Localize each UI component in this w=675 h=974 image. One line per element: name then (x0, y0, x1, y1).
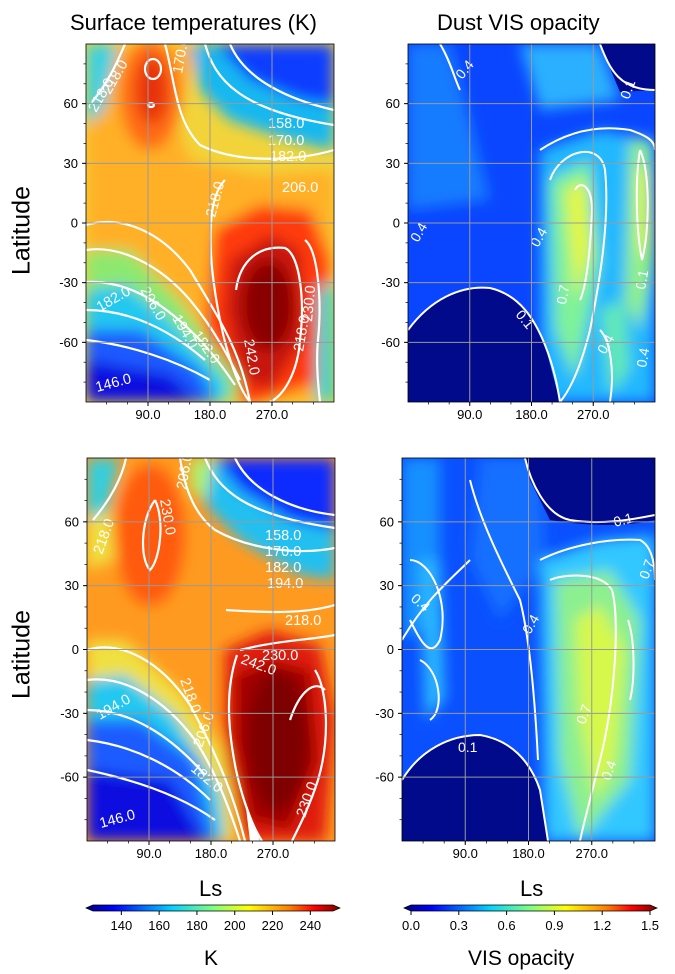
y-tick-label: 30 (64, 156, 78, 171)
surface-temperature-title: Surface temperatures (K) (70, 10, 317, 35)
colorbar-tick-label: 0.6 (498, 918, 516, 933)
y-tick-label: -30 (375, 706, 394, 721)
contour-label: 0.4 (598, 758, 620, 782)
y-tick-label: 60 (386, 96, 400, 111)
colorbar-tick-label: 160 (148, 918, 170, 933)
opacity-colorbar-ticks: 0.0 0.3 0.6 0.9 1.2 1.5 (402, 911, 659, 933)
y-tick-label: 0 (393, 216, 400, 231)
contour-label: 170.0 (265, 544, 301, 560)
temperature-colorbar: 140 160 180 200 220 240 (85, 904, 341, 933)
colorbar-tick-label: 240 (299, 918, 321, 933)
surface-temp-panel-top: 218.0 218.0 170.0 158.0 170.0 182.0 206.… (85, 36, 335, 403)
colorbar-tick-label: 140 (110, 918, 132, 933)
x-tick-label: 270.0 (257, 846, 290, 861)
contour-label: 230.0 (156, 498, 178, 537)
grid (87, 458, 335, 841)
x-tick-label: 270.0 (256, 407, 289, 422)
grid (402, 458, 655, 841)
y-tick-label: -60 (381, 335, 400, 350)
contour-label: 206.0 (282, 180, 318, 196)
surface-temp-panel-bottom: 218.0 230.0 206.0 158.0 170.0 182.0 194.… (86, 452, 336, 842)
x-tick-label: 270.0 (575, 846, 608, 861)
y-tick-label: 60 (380, 514, 394, 529)
y-tick-label: 0 (72, 642, 79, 657)
x-tick-label: 180.0 (194, 407, 227, 422)
contour-label: 158.0 (265, 528, 301, 544)
contour-label: 0.1 (617, 77, 639, 101)
contour-label: 230.0 (262, 648, 298, 664)
grid (408, 44, 655, 402)
colorbar-tick-label: 220 (262, 918, 284, 933)
x-tick-label: 90.0 (453, 846, 478, 861)
colorbar-tick-label: 180 (186, 918, 208, 933)
contour-label: 206.0 (174, 452, 196, 491)
colorbar-tick-label: 1.5 (641, 918, 659, 933)
dust-opacity-title: Dust VIS opacity (437, 10, 600, 35)
contour-label: 170.0 (170, 36, 192, 75)
axis-ticks: 90.0 180.0 270.0 60 30 0 -30 -60 90.0 180.0 270.0 6… (59, 63, 635, 861)
opacity-colorbar-bar (403, 904, 658, 912)
colorbar-tick-label: 1.2 (593, 918, 611, 933)
contour-label: 218.0 (285, 613, 321, 629)
x-tick-label: 90.0 (136, 846, 161, 861)
contour-label: 230.0 (300, 285, 319, 323)
contour-label: 218.0 (291, 314, 313, 353)
contour-label: 182.0 (265, 560, 301, 576)
x-tick-label: 180.0 (512, 846, 545, 861)
contour-label: 170.0 (268, 133, 304, 149)
x-tick-label: 90.0 (135, 407, 160, 422)
y-tick-label: -60 (59, 335, 78, 350)
opacity-colorbar-label: VIS opacity (468, 947, 575, 970)
dust-opacity-panel-bottom: 0.1 0.4 0.4 0.7 0.1 0.4 0.7 (401, 457, 658, 842)
contour-label: 0.1 (632, 268, 651, 290)
y-tick-label: 30 (65, 578, 79, 593)
x-axis-title-left: Ls (199, 876, 223, 901)
y-tick-label: 30 (380, 578, 394, 593)
x-tick-label: 90.0 (457, 407, 482, 422)
contour-label: 0.7 (573, 702, 595, 726)
temperature-colorbar-ticks: 140 160 180 200 220 240 (110, 911, 321, 933)
grid (86, 44, 334, 402)
y-tick-label: -60 (60, 770, 79, 785)
x-tick-label: 180.0 (515, 407, 548, 422)
y-tick-label: 60 (65, 514, 79, 529)
contour-label: 0.7 (553, 283, 572, 305)
y-tick-label: -30 (381, 275, 400, 290)
y-tick-label: -30 (60, 706, 79, 721)
y-tick-label: 60 (64, 96, 78, 111)
opacity-colorbar: 0.0 0.3 0.6 0.9 1.2 1.5 (402, 904, 659, 933)
contour-label: 0.1 (458, 739, 478, 755)
y-tick-label: 30 (386, 156, 400, 171)
contour-label: 0.4 (633, 346, 652, 368)
y-tick-label: 0 (387, 642, 394, 657)
dust-opacity-panel-top: 0.4 0.1 0.4 0.4 0.7 0.1 0.4 0.4 0.1 (407, 43, 656, 403)
contour-label: 0.1 (612, 509, 635, 530)
y-tick-label: -30 (59, 275, 78, 290)
x-tick-label: 270.0 (577, 407, 610, 422)
x-axis-title-right: Ls (520, 876, 544, 901)
temperature-colorbar-label: K (204, 947, 219, 970)
contour-label: 194.0 (267, 576, 303, 592)
x-tick-label: 180.0 (195, 846, 228, 861)
contour-label: 182.0 (270, 149, 306, 165)
colorbar-tick-label: 0.3 (450, 918, 468, 933)
y-tick-label: 0 (71, 216, 78, 231)
y-tick-label: -60 (375, 770, 394, 785)
colorbar-tick-label: 0.9 (545, 918, 563, 933)
colorbar-tick-label: 0.0 (402, 918, 420, 933)
contour-label: 0.7 (636, 557, 658, 581)
temperature-colorbar-bar (85, 904, 341, 912)
colorbar-tick-label: 200 (224, 918, 246, 933)
contour-label: 242.0 (240, 338, 262, 377)
contour-label: 158.0 (268, 116, 304, 132)
